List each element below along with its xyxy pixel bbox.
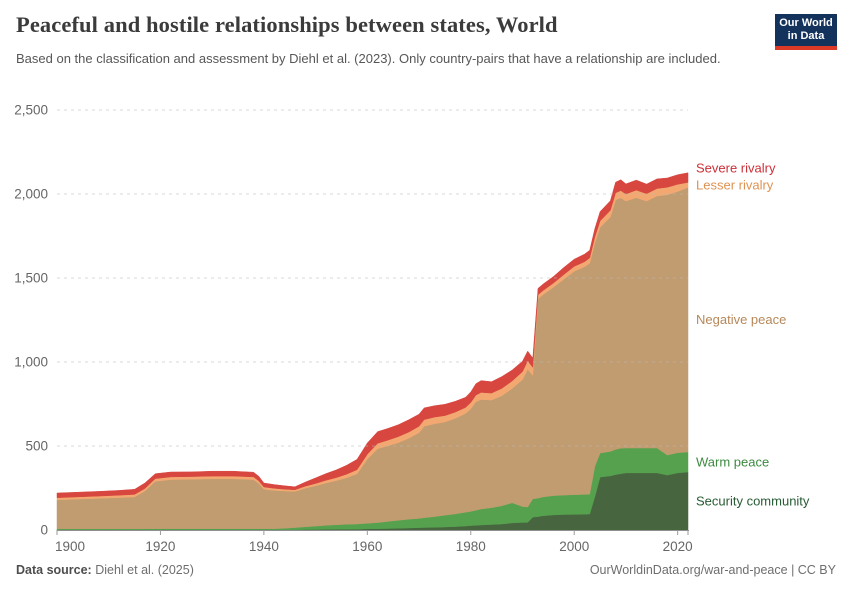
x-tick-label: 1980 xyxy=(456,539,486,554)
series-label-negative-peace[interactable]: Negative peace xyxy=(696,312,786,327)
x-tick-label: 1940 xyxy=(249,539,279,554)
y-tick-label: 2,500 xyxy=(14,103,48,118)
series-label-severe-rivalry[interactable]: Severe rivalry xyxy=(696,160,776,175)
chart-footer: Data source: Diehl et al. (2025) OurWorl… xyxy=(16,563,836,577)
series-label-warm-peace[interactable]: Warm peace xyxy=(696,455,769,470)
x-tick-label: 2000 xyxy=(559,539,589,554)
owid-logo[interactable]: Our World in Data xyxy=(775,14,837,50)
area-severe-rivalry[interactable] xyxy=(56,172,689,498)
y-tick-label: 1,500 xyxy=(14,271,48,286)
owid-logo-line1: Our World xyxy=(779,17,833,29)
x-tick-label: 1920 xyxy=(145,539,175,554)
page-title: Peaceful and hostile relationships betwe… xyxy=(16,12,558,37)
x-tick-label: 1960 xyxy=(352,539,382,554)
series-label-lesser-rivalry[interactable]: Lesser rivalry xyxy=(696,177,774,192)
footer-link[interactable]: OurWorldinData.org/war-and-peace | CC BY xyxy=(589,563,836,577)
x-tick-label: 1900 xyxy=(55,539,85,554)
y-tick-label: 1,000 xyxy=(14,355,48,370)
y-tick-label: 2,000 xyxy=(14,187,48,202)
data-source: Data source: Diehl et al. (2025) xyxy=(16,563,194,577)
series-label-security-community[interactable]: Security community xyxy=(696,494,810,509)
data-source-value: Diehl et al. (2025) xyxy=(91,563,194,577)
owid-logo-line2: in Data xyxy=(787,30,825,42)
x-tick-label: 2020 xyxy=(663,539,693,554)
chart-subtitle: Based on the classification and assessme… xyxy=(16,51,721,66)
y-tick-label: 500 xyxy=(25,439,48,454)
y-tick-label: 0 xyxy=(40,523,48,538)
data-source-label: Data source: xyxy=(16,563,92,577)
